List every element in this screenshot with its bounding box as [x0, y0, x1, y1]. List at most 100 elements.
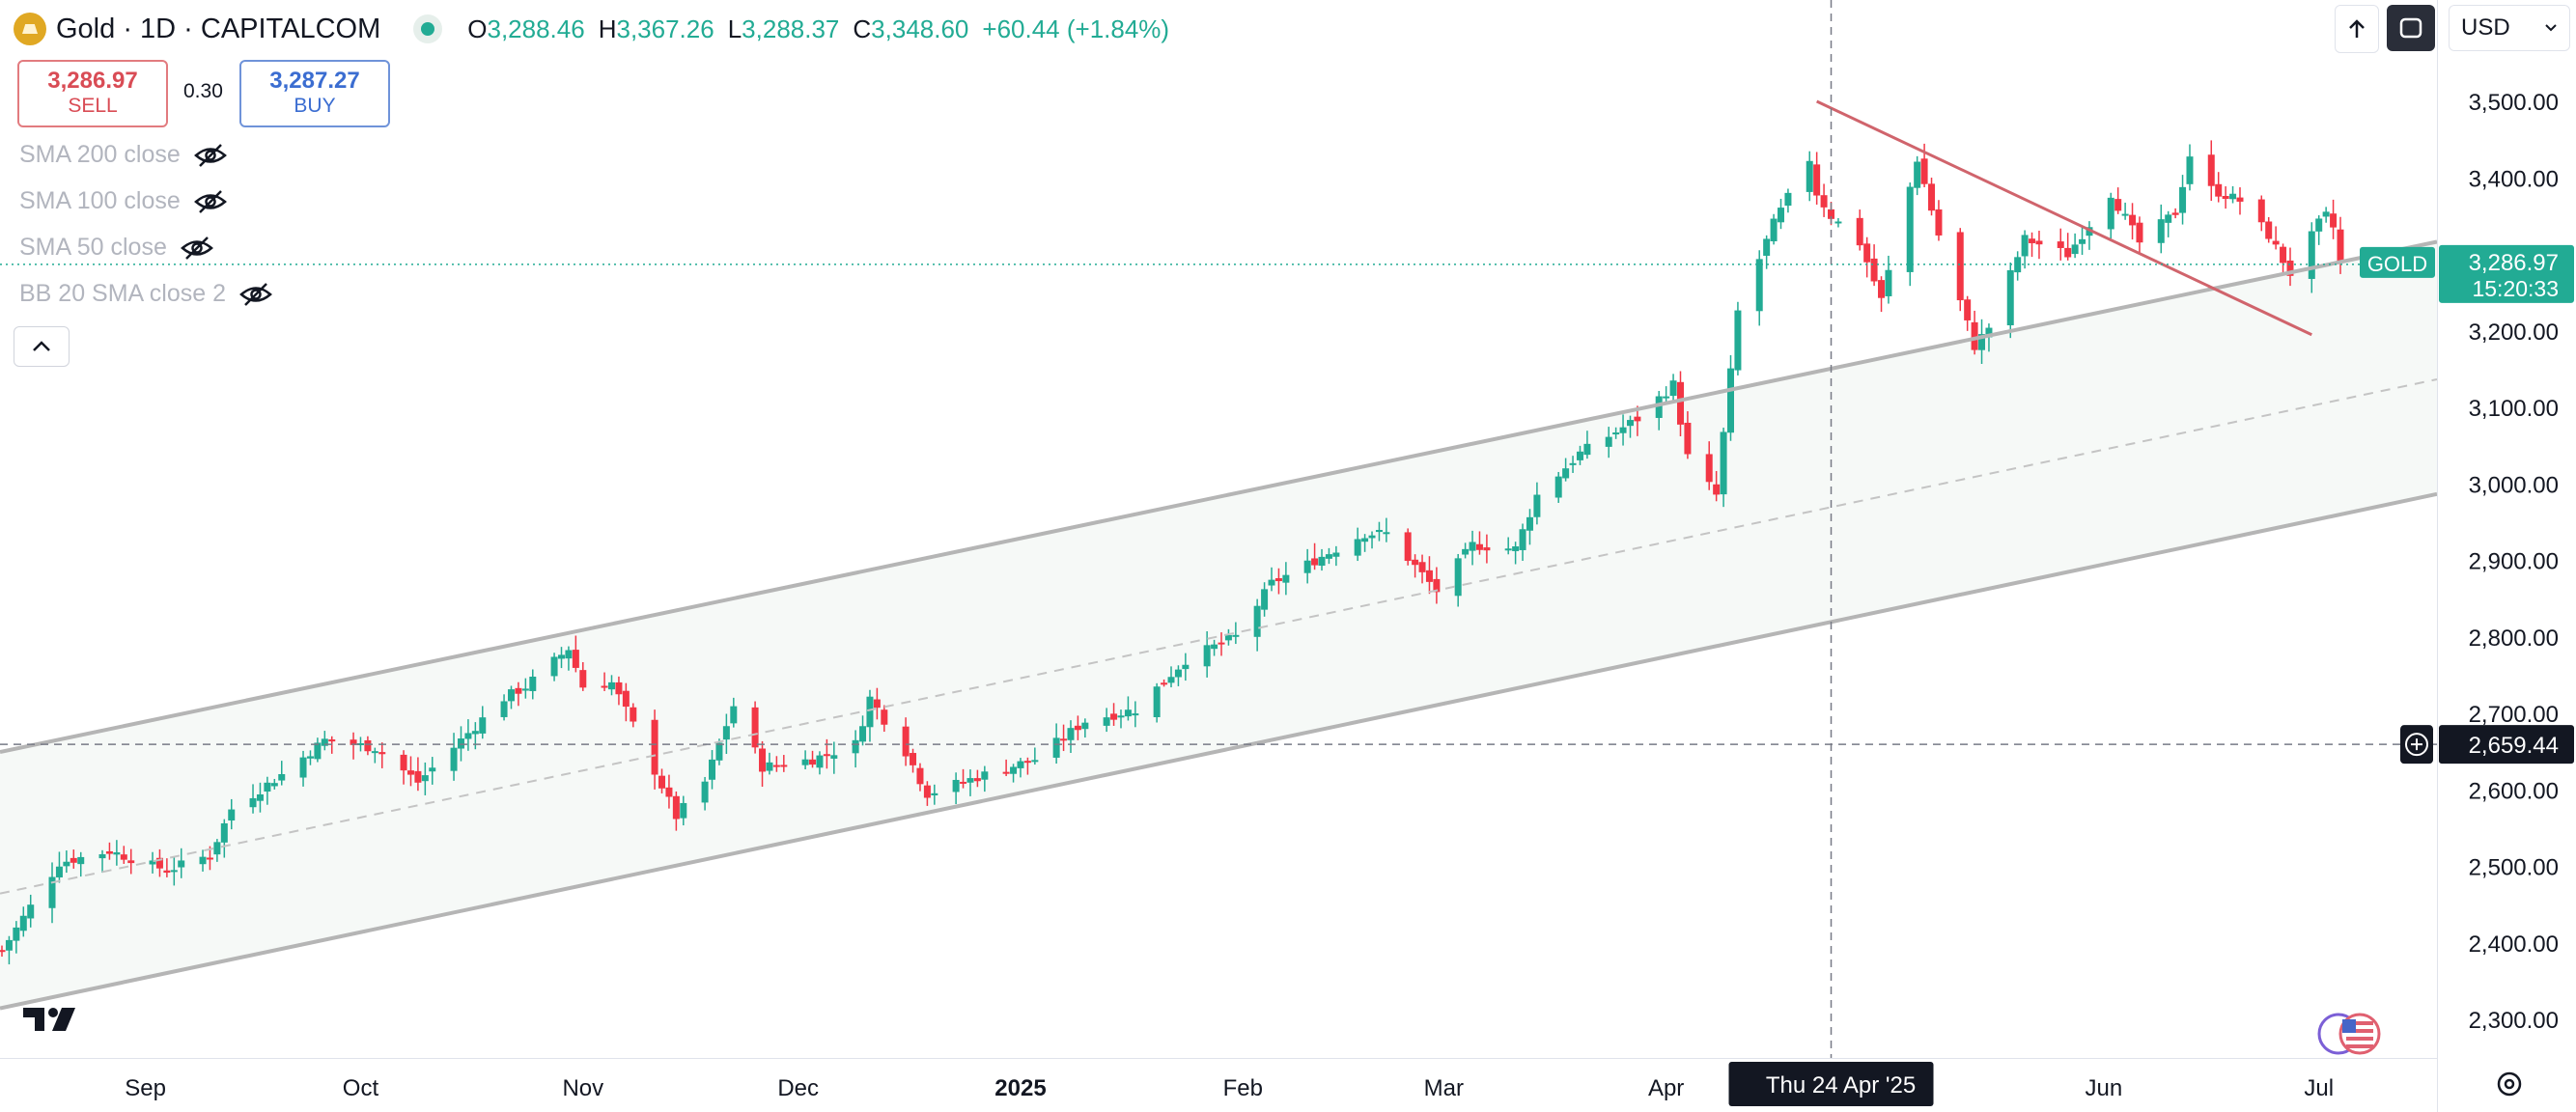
candle-body — [1010, 766, 1018, 774]
candle-body — [630, 707, 637, 722]
y-tick-label: 2,700.00 — [2469, 702, 2559, 728]
plus-circle-icon — [2405, 733, 2428, 757]
eye-hidden-icon[interactable] — [193, 189, 227, 214]
candle-body — [1956, 232, 1964, 301]
candle-body — [529, 676, 537, 691]
indicator-sma50[interactable]: SMA 50 close — [19, 234, 213, 262]
sell-button[interactable]: 3,286.97 SELL — [17, 60, 168, 127]
candle-body — [1562, 468, 1570, 479]
y-tick-label: 2,600.00 — [2469, 778, 2559, 804]
candle-body — [1132, 713, 1139, 716]
candle-body — [1475, 543, 1483, 550]
candle-body — [1906, 186, 1914, 272]
candle-body — [155, 857, 163, 869]
symbol-title[interactable]: Gold · 1D · CAPITALCOM — [56, 13, 381, 44]
candle-body — [278, 773, 286, 781]
eye-hidden-icon[interactable] — [193, 143, 227, 168]
candle-body — [1081, 722, 1089, 730]
indicator-sma100[interactable]: SMA 100 close — [19, 187, 227, 215]
candle-body — [730, 706, 738, 724]
price-axis[interactable] — [2437, 0, 2576, 1112]
arrow-up-icon — [2349, 19, 2365, 38]
candle-body — [701, 781, 709, 803]
x-tick-label: Mar — [1424, 1075, 1464, 1101]
candle-body — [1985, 327, 1993, 338]
candle-body — [579, 670, 587, 688]
candle-body — [981, 771, 989, 780]
candle-body — [1368, 535, 1376, 539]
candle-body — [809, 759, 817, 765]
candle-body — [2006, 269, 2014, 326]
candle-body — [1017, 761, 1024, 768]
candle-body — [1117, 715, 1125, 718]
time-axis-border — [0, 1058, 2437, 1059]
sell-label: SELL — [68, 95, 118, 117]
candle-body — [1863, 243, 1871, 263]
candle-body — [113, 851, 121, 855]
candle-body — [622, 690, 630, 708]
candle-body — [256, 793, 264, 801]
candle-body — [421, 775, 429, 782]
candle-body — [1325, 554, 1332, 559]
us-flag-icon[interactable] — [2313, 1012, 2385, 1056]
ohlc-close-value: 3,348.60 — [871, 14, 969, 43]
y-tick-label: 3,000.00 — [2469, 472, 2559, 498]
candle-body — [615, 681, 623, 695]
candle-body — [1412, 559, 1419, 566]
collapse-indicators-button[interactable] — [14, 326, 70, 367]
indicator-sma200[interactable]: SMA 200 close — [19, 141, 227, 169]
candle-body — [902, 726, 910, 757]
plus-icon — [2411, 738, 2422, 751]
candle-body — [1318, 556, 1326, 567]
channel-lower-line[interactable] — [0, 491, 2438, 1011]
trendline[interactable] — [1816, 99, 2312, 337]
channel-middle-line[interactable] — [0, 377, 2438, 895]
candle-body — [378, 752, 386, 755]
candle-body — [2079, 238, 2086, 244]
candle-body — [1885, 269, 1892, 296]
indicator-label: SMA 50 close — [19, 234, 167, 261]
candle-body — [1060, 738, 1068, 741]
candle-body — [1669, 380, 1677, 397]
candle-body — [866, 696, 874, 728]
candle-body — [1626, 420, 1634, 427]
candle-body — [1261, 589, 1269, 610]
candle-body — [356, 742, 364, 745]
candle-body — [2114, 199, 2122, 211]
y-tick-label: 3,400.00 — [2469, 166, 2559, 192]
channel-upper-line[interactable] — [0, 239, 2438, 755]
candle-body — [364, 739, 372, 752]
buy-button[interactable]: 3,287.27 BUY — [239, 60, 390, 127]
candle-body — [27, 904, 35, 919]
symbol-badge-label: GOLD — [2367, 252, 2427, 276]
x-axis-ticks: Sep Oct Nov Dec 2025 Feb Mar Apr Jun Jul — [125, 1075, 2334, 1101]
candle-body — [1964, 299, 1972, 320]
fullscreen-button[interactable] — [2387, 5, 2435, 51]
scroll-to-top-button[interactable] — [2335, 5, 2379, 53]
chart-settings-icon[interactable] — [2495, 1070, 2524, 1098]
candle-body — [923, 785, 931, 798]
candle-body — [1878, 280, 1886, 298]
candle-body — [328, 739, 336, 742]
ohlc-low-key: L — [727, 14, 742, 43]
candle-body — [471, 731, 479, 735]
candle-body — [1705, 454, 1713, 483]
ohlc-open-value: 3,288.46 — [487, 14, 585, 43]
candle-body — [1124, 709, 1132, 717]
candle-body — [2322, 211, 2330, 217]
tradingview-logo-icon[interactable] — [23, 1004, 85, 1035]
candle-body — [2057, 241, 2064, 248]
ohlc-change: +60.44 (+1.84%) — [982, 14, 1170, 43]
candle-body — [550, 656, 558, 677]
currency-select[interactable]: USD — [2449, 5, 2570, 51]
ohlc-values: O3,288.46 H3,367.26 L3,288.37 C3,348.60 … — [467, 14, 1169, 44]
candle-body — [572, 650, 579, 668]
candle-body — [1110, 713, 1118, 720]
candle-body — [1928, 183, 1936, 211]
indicator-bollinger[interactable]: BB 20 SMA close 2 — [19, 280, 272, 308]
candle-body — [1303, 560, 1311, 573]
eye-hidden-icon[interactable] — [180, 236, 213, 261]
eye-hidden-icon[interactable] — [239, 282, 272, 307]
candle-body — [1663, 396, 1670, 399]
